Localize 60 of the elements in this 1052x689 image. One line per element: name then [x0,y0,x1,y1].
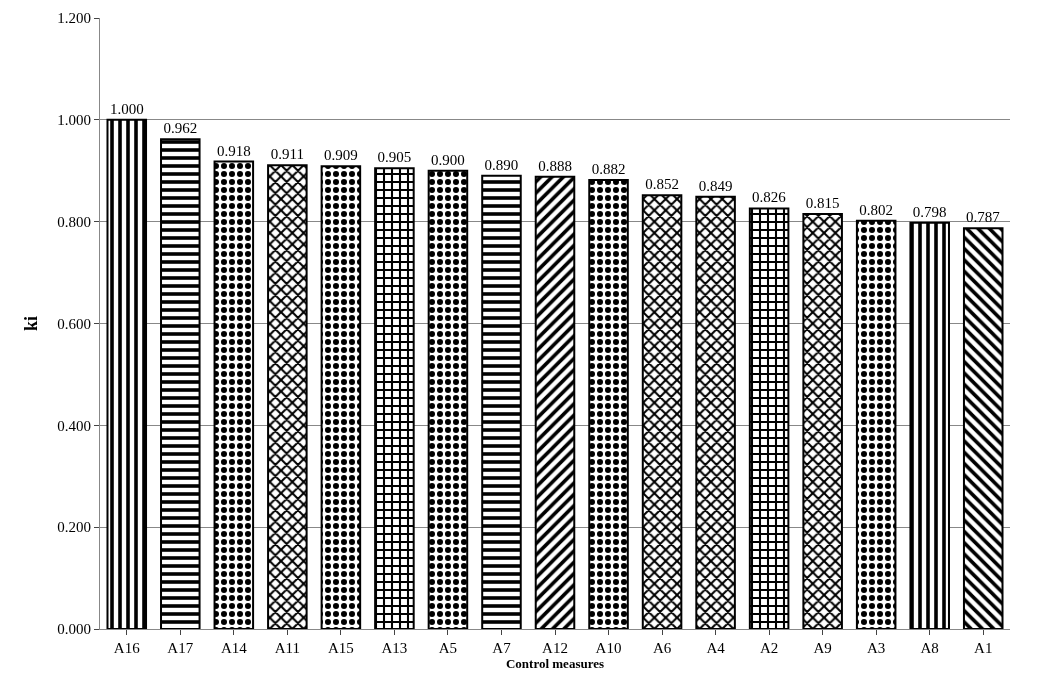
x-tick-label: A7 [492,640,512,656]
data-label: 0.905 [377,149,412,166]
bar [481,174,522,629]
bar [374,167,415,629]
x-tick-label: A15 [327,640,354,656]
x-tick-label: A16 [113,640,141,656]
x-tick-label: A1 [974,640,993,656]
x-tick-label: A3 [867,640,886,656]
data-label: 0.852 [645,176,679,193]
y-axis-title: ki [21,315,42,332]
data-label: 0.815 [805,195,840,212]
bar [160,138,201,629]
y-tick-label: 0.800 [57,213,91,230]
bar [695,195,736,629]
y-tick-label: 0.600 [57,315,91,332]
data-label: 0.962 [163,120,198,137]
data-label: 0.909 [324,147,358,164]
bar [909,221,950,629]
x-tick-label: A4 [706,640,726,656]
bar [588,178,629,629]
x-tick-label: A10 [595,640,622,656]
data-label: 0.849 [698,177,733,194]
data-label: 1.000 [109,100,144,117]
x-tick-label: A6 [652,640,672,656]
y-tick-label: 1.000 [57,112,91,129]
y-tick-label: 0.200 [57,519,91,536]
x-tick-label: A14 [220,640,248,656]
data-label: 0.890 [484,156,519,173]
data-label: 0.802 [859,201,894,218]
x-tick-label: A12 [542,640,568,656]
bar [748,207,790,629]
bar [427,169,469,629]
bar [267,164,308,629]
bar [213,160,255,629]
bar [320,165,362,629]
data-label: 0.900 [431,151,465,168]
data-label: 0.826 [751,189,787,206]
bar [855,219,897,629]
data-label: 0.911 [270,146,304,163]
data-label: 0.787 [966,209,1001,226]
bar [962,227,1004,629]
x-tick-label: A5 [438,640,458,656]
x-tick-label: A11 [274,640,300,656]
y-tick-label: 0.000 [57,621,91,638]
data-label: 0.918 [216,142,251,159]
x-axis-title: Control measures [505,656,605,671]
data-label: 0.882 [591,160,626,177]
data-label: 0.888 [538,157,572,174]
y-tick-label: 0.400 [57,417,91,434]
x-tick-label: A13 [381,640,408,656]
y-tick-label: 1.200 [57,10,91,27]
bar [534,175,576,629]
bar [802,213,843,629]
x-tick-label: A2 [759,640,779,656]
data-label: 0.798 [912,203,947,220]
bar [106,118,148,629]
x-tick-label: A8 [920,640,939,656]
x-tick-label: A17 [167,640,194,656]
bar [641,194,683,629]
x-tick-label: A9 [813,640,832,656]
